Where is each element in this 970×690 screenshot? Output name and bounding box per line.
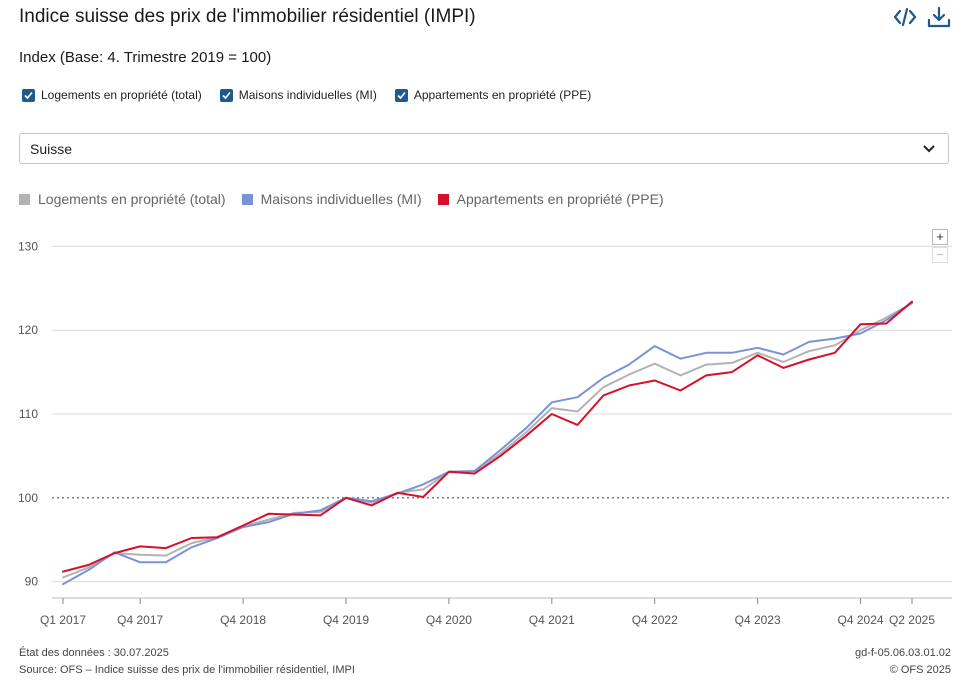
legend-label: Logements en propriété (total) — [38, 191, 226, 207]
y-tick-label: 120 — [18, 323, 38, 337]
checkbox-maisons-individuelles[interactable]: Maisons individuelles (MI) — [219, 88, 377, 102]
legend-label: Maisons individuelles (MI) — [260, 191, 422, 207]
legend-label: Appartements en propriété (PPE) — [456, 191, 664, 207]
checkbox-checked-icon — [219, 88, 233, 102]
chart-subtitle: Index (Base: 4. Trimestre 2019 = 100) — [19, 49, 272, 66]
source-text: Source: OFS – Indice suisse des prix de … — [19, 664, 355, 676]
legend-item-ppe[interactable]: Appartements en propriété (PPE) — [437, 191, 664, 207]
legend-swatch — [241, 193, 253, 205]
legend-item-mi[interactable]: Maisons individuelles (MI) — [241, 191, 422, 207]
code-icon[interactable] — [892, 4, 918, 30]
zoom-controls: + − — [932, 229, 948, 263]
checkbox-checked-icon — [394, 88, 408, 102]
region-select-value: Suisse — [30, 140, 73, 157]
copyright: © OFS 2025 — [889, 664, 951, 676]
zoom-in-button[interactable]: + — [932, 229, 948, 245]
checkbox-label: Maisons individuelles (MI) — [238, 88, 377, 102]
checkbox-appartements-ppe[interactable]: Appartements en propriété (PPE) — [394, 88, 592, 102]
x-tick-label: Q4 2023 — [735, 613, 781, 627]
data-state: État des données : 30.07.2025 — [19, 647, 169, 659]
x-tick-label: Q4 2018 — [220, 613, 266, 627]
series-line — [62, 302, 913, 579]
page-title: Indice suisse des prix de l'immobilier r… — [19, 6, 476, 27]
checkbox-label: Logements en propriété (total) — [41, 88, 202, 102]
series-checkboxes: Logements en propriété (total) Maisons i… — [22, 88, 591, 102]
region-select[interactable]: Suisse — [19, 133, 949, 164]
chart-code: gd-f-05.06.03.01.02 — [854, 647, 951, 659]
chevron-down-icon — [922, 141, 936, 157]
legend-item-total[interactable]: Logements en propriété (total) — [19, 191, 226, 207]
zoom-out-button[interactable]: − — [932, 247, 948, 263]
x-tick-label: Q4 2022 — [632, 613, 678, 627]
x-tick-label: Q2 2025 — [889, 613, 935, 627]
y-tick-label: 90 — [25, 575, 39, 589]
x-tick-label: Q4 2017 — [117, 613, 163, 627]
checkbox-logements-total[interactable]: Logements en propriété (total) — [22, 88, 202, 102]
legend-swatch — [19, 193, 30, 205]
x-tick-label: Q4 2020 — [426, 613, 472, 627]
x-tick-label: Q4 2019 — [323, 613, 369, 627]
x-tick-label: Q4 2021 — [529, 613, 575, 627]
chart-legend: Logements en propriété (total) Maisons i… — [19, 191, 664, 207]
checkbox-checked-icon — [22, 88, 35, 102]
y-tick-label: 100 — [18, 491, 38, 505]
legend-swatch — [437, 193, 449, 205]
x-tick-label: Q4 2024 — [838, 613, 884, 627]
line-chart: 90 100 110 120 130 Q1 2017 Q4 2017 Q4 2018 Q4 20… — [18, 239, 952, 627]
y-tick-label: 110 — [19, 407, 38, 421]
download-icon[interactable] — [926, 4, 952, 30]
series-line — [62, 300, 913, 573]
x-tick-label: Q1 2017 — [40, 613, 86, 627]
top-toolbar — [892, 4, 952, 30]
checkbox-label: Appartements en propriété (PPE) — [413, 88, 592, 102]
y-tick-label: 130 — [18, 239, 38, 253]
series-line — [62, 301, 913, 586]
